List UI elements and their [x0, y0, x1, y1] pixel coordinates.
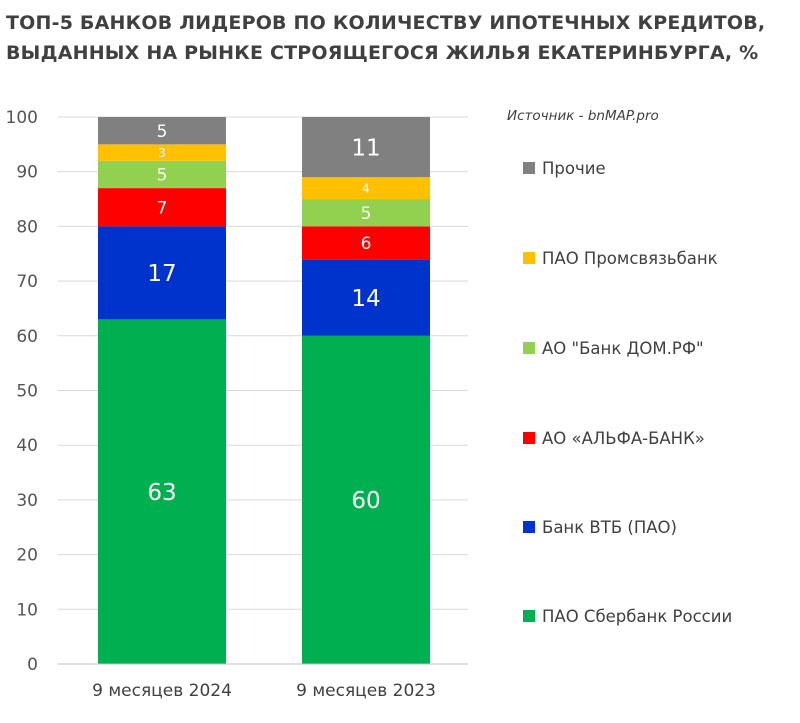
source-note: Источник - bnMAP.pro: [507, 108, 659, 124]
data-label: 63: [147, 480, 176, 506]
y-tick-label: 80: [16, 217, 38, 237]
data-label: 17: [147, 261, 176, 287]
legend-label: АО «АЛЬФА-БАНК»: [542, 429, 705, 448]
bar-segment: [98, 160, 226, 189]
y-tick-label: 60: [16, 327, 38, 347]
y-tick-label: 20: [16, 546, 38, 566]
legend-swatch: [523, 610, 535, 622]
legend-label: ПАО Сбербанк России: [542, 607, 732, 626]
legend-label: Прочие: [542, 159, 606, 178]
y-axis: 0 10 20 30 40 50 60 70 80 90 100: [6, 108, 38, 675]
y-tick-label: 40: [16, 436, 38, 456]
data-label: 14: [351, 286, 380, 312]
bar-segment: [98, 188, 226, 227]
legend: Прочие ПАО Промсвязьбанк АО "Банк ДОМ.РФ" А…: [523, 159, 732, 626]
data-label: 4: [362, 181, 370, 195]
bar-segment: [302, 335, 430, 664]
bar-segment: [302, 259, 430, 336]
bar-segment: [98, 117, 226, 145]
y-tick-label: 0: [27, 655, 38, 675]
x-tick-label: 9 месяцев 2024: [92, 681, 232, 701]
chart-title-line-2: ВЫДАННЫХ НА РЫНКЕ СТРОЯЩЕГОСЯ ЖИЛЬЯ ЕКАТ…: [6, 42, 759, 64]
bar-segment: [98, 319, 226, 664]
y-tick-label: 50: [16, 382, 38, 402]
x-axis: 9 месяцев 2024 9 месяцев 2023: [58, 663, 468, 701]
legend-swatch: [523, 342, 535, 354]
y-tick-label: 90: [16, 163, 38, 183]
data-label: 7: [157, 198, 168, 218]
bar-segment: [98, 226, 226, 320]
x-tick-label: 9 месяцев 2023: [296, 681, 436, 701]
data-label: 5: [361, 204, 372, 224]
bar-segment: [302, 177, 430, 200]
bar-segment: [98, 144, 226, 161]
legend-swatch: [523, 162, 535, 174]
bar-segment: [302, 226, 430, 260]
y-tick-label: 10: [16, 600, 38, 620]
legend-swatch: [523, 252, 535, 264]
chart-title-line-1: ТОП-5 БАНКОВ ЛИДЕРОВ ПО КОЛИЧЕСТВУ ИПОТЕ…: [6, 12, 766, 34]
data-label: 6: [361, 234, 372, 254]
y-tick-label: 100: [6, 108, 38, 128]
legend-label: АО "Банк ДОМ.РФ": [542, 339, 704, 358]
data-label: 3: [158, 146, 166, 160]
data-label: 11: [351, 135, 380, 161]
chart-title: ТОП-5 БАНКОВ ЛИДЕРОВ ПО КОЛИЧЕСТВУ ИПОТЕ…: [6, 8, 796, 68]
bar-segment: [302, 117, 430, 178]
legend-label: ПАО Промсвязьбанк: [542, 249, 718, 268]
data-label: 5: [157, 122, 168, 142]
y-tick-label: 30: [16, 491, 38, 511]
y-tick-label: 70: [16, 272, 38, 292]
data-label: 5: [157, 166, 168, 186]
bar-segment: [302, 199, 430, 227]
data-label: 60: [351, 488, 380, 514]
bars: 63 17 7 5 3 5 60 14 6 5 4 11: [98, 117, 430, 664]
legend-label: Банк ВТБ (ПАО): [542, 518, 677, 537]
legend-swatch: [523, 432, 535, 444]
legend-swatch: [523, 521, 535, 533]
